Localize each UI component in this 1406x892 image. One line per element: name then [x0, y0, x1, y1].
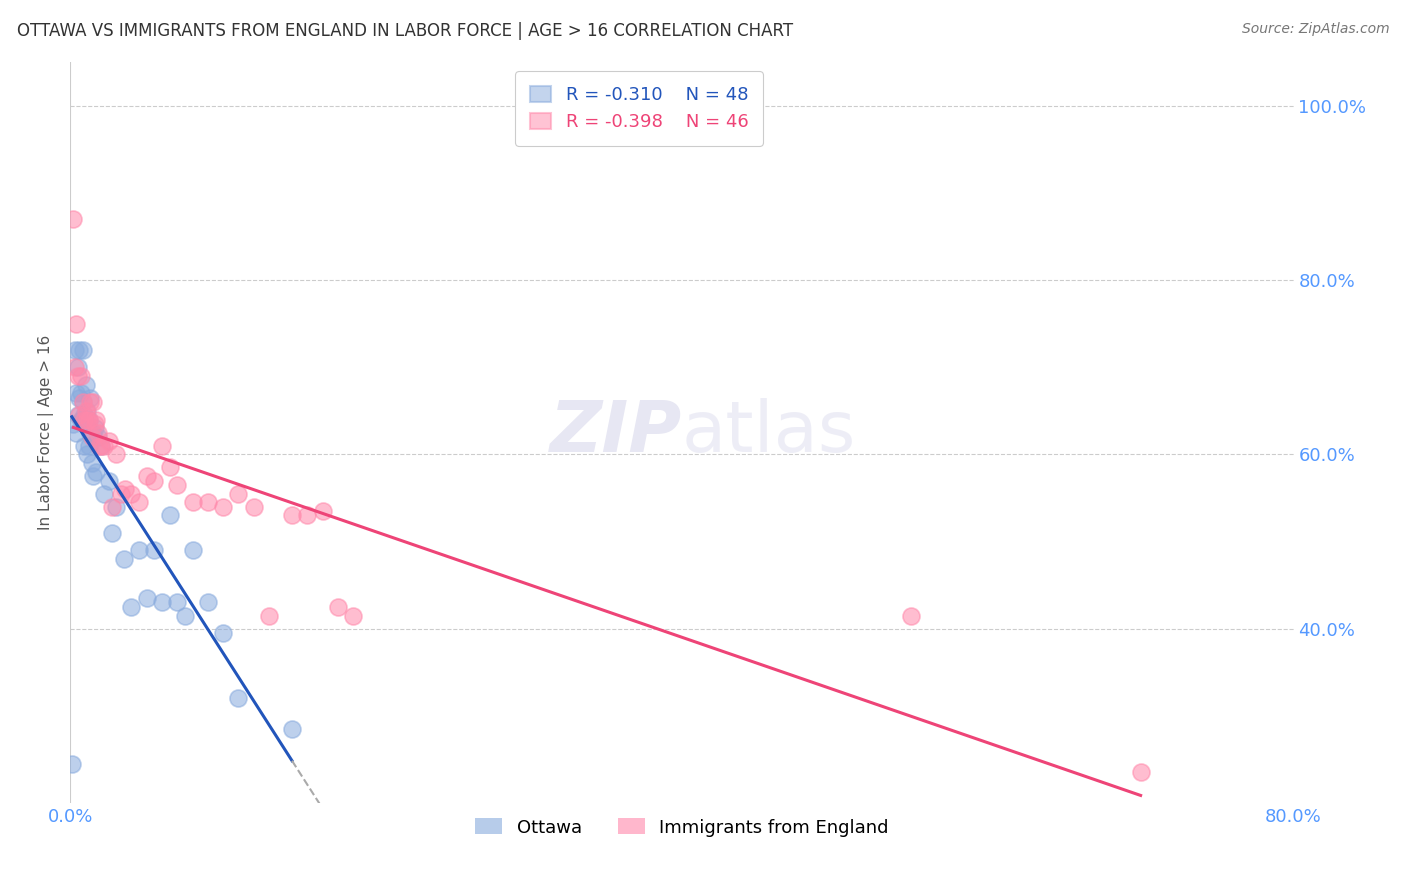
Point: [80, 456, 103, 470]
Point: [900, 608, 922, 623]
Point: [76, 412, 98, 426]
Point: [135, 591, 157, 606]
Point: [62, 417, 84, 431]
Point: [75, 417, 97, 431]
Point: [93, 439, 115, 453]
Point: [62, 212, 84, 227]
Point: [72, 395, 94, 409]
Point: [79, 395, 101, 409]
Point: [82, 469, 104, 483]
Point: [281, 722, 304, 736]
Point: [121, 486, 143, 500]
Point: [73, 412, 96, 426]
Point: [63, 343, 86, 357]
Point: [79, 391, 101, 405]
Point: [76, 447, 98, 461]
Legend: Ottawa, Immigrants from England: Ottawa, Immigrants from England: [465, 809, 898, 846]
Point: [65, 386, 87, 401]
Point: [89, 439, 111, 453]
Point: [174, 608, 197, 623]
Point: [197, 595, 219, 609]
Point: [84, 412, 107, 426]
Point: [82, 425, 104, 440]
Text: Source: ZipAtlas.com: Source: ZipAtlas.com: [1241, 22, 1389, 37]
Point: [1129, 765, 1152, 780]
Point: [112, 552, 135, 566]
Point: [228, 691, 250, 706]
Y-axis label: In Labor Force | Age > 16: In Labor Force | Age > 16: [38, 335, 53, 530]
Point: [72, 343, 94, 357]
Point: [197, 495, 219, 509]
Point: [281, 508, 304, 523]
Point: [243, 500, 266, 514]
Point: [100, 500, 122, 514]
Point: [326, 599, 349, 614]
Point: [76, 404, 98, 418]
Point: [166, 595, 188, 609]
Point: [87, 425, 110, 440]
Point: [297, 508, 319, 523]
Point: [84, 465, 107, 479]
Point: [70, 369, 93, 384]
Point: [65, 317, 87, 331]
Point: [87, 430, 110, 444]
Point: [212, 500, 235, 514]
Point: [212, 626, 235, 640]
Point: [77, 439, 100, 453]
Point: [121, 599, 143, 614]
Text: atlas: atlas: [682, 398, 856, 467]
Point: [66, 360, 89, 375]
Point: [73, 408, 96, 422]
Point: [128, 543, 150, 558]
Point: [135, 469, 157, 483]
Point: [105, 500, 128, 514]
Point: [83, 417, 105, 431]
Point: [77, 412, 100, 426]
Point: [63, 360, 86, 375]
Point: [69, 408, 91, 422]
Point: [60, 756, 83, 771]
Point: [69, 343, 91, 357]
Text: OTTAWA VS IMMIGRANTS FROM ENGLAND IN LABOR FORCE | AGE > 16 CORRELATION CHART: OTTAWA VS IMMIGRANTS FROM ENGLAND IN LAB…: [17, 22, 793, 40]
Text: ZIP: ZIP: [550, 398, 682, 467]
Point: [72, 395, 94, 409]
Point: [311, 504, 333, 518]
Point: [75, 377, 97, 392]
Point: [65, 425, 87, 440]
Point: [181, 543, 204, 558]
Point: [114, 482, 136, 496]
Point: [105, 447, 128, 461]
Point: [150, 439, 173, 453]
Point: [228, 486, 250, 500]
Point: [73, 439, 96, 453]
Point: [70, 412, 93, 426]
Point: [342, 608, 364, 623]
Point: [143, 474, 166, 488]
Point: [83, 421, 105, 435]
Point: [150, 595, 173, 609]
Point: [143, 543, 166, 558]
Point: [70, 386, 93, 401]
Point: [82, 395, 104, 409]
Point: [110, 486, 132, 500]
Point: [100, 525, 122, 540]
Point: [128, 495, 150, 509]
Point: [77, 412, 100, 426]
Point: [80, 430, 103, 444]
Point: [159, 460, 181, 475]
Point: [66, 408, 89, 422]
Point: [75, 404, 97, 418]
Point: [93, 486, 115, 500]
Point: [90, 439, 112, 453]
Point: [166, 478, 188, 492]
Point: [90, 439, 112, 453]
Point: [181, 495, 204, 509]
Point: [66, 369, 89, 384]
Point: [97, 434, 120, 449]
Point: [97, 474, 120, 488]
Point: [159, 508, 181, 523]
Point: [69, 391, 91, 405]
Point: [79, 425, 101, 440]
Point: [257, 608, 280, 623]
